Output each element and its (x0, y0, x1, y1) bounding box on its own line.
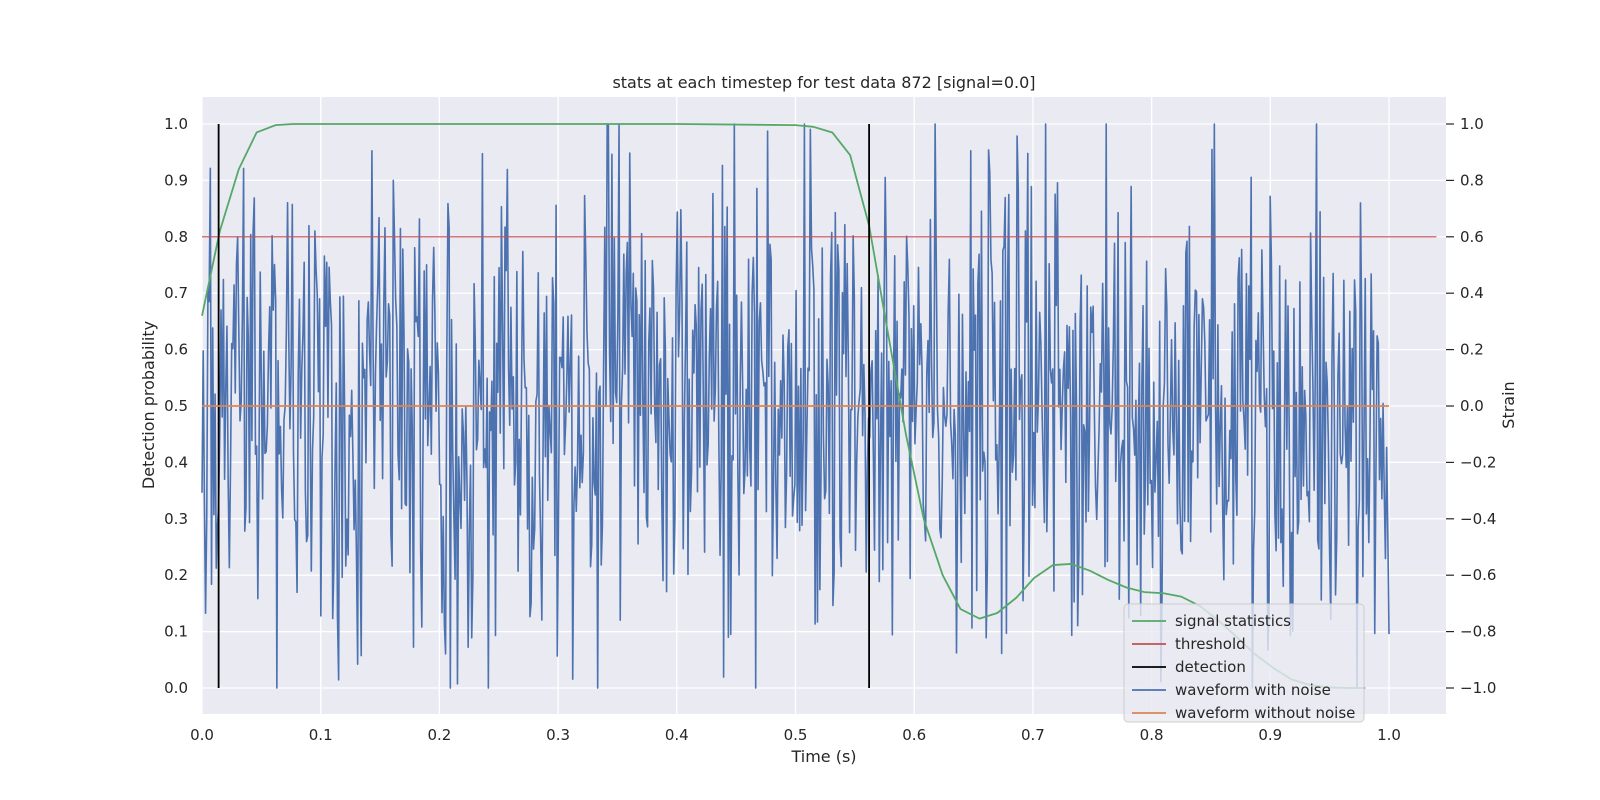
chart-title: stats at each timestep for test data 872… (612, 73, 1035, 92)
y2-tick-label: 0.4 (1460, 284, 1484, 302)
y-tick-label: 0.8 (164, 228, 188, 246)
x-tick-label: 0.4 (665, 726, 689, 744)
y-tick-label: 0.2 (164, 566, 188, 584)
y2-axis-label: Strain (1499, 381, 1518, 428)
legend-entry-label: detection (1175, 658, 1246, 676)
legend-box (1123, 603, 1365, 723)
y-tick-label: 0.3 (164, 510, 188, 528)
legend-entry-label: signal statistics (1175, 612, 1291, 630)
x-tick-label: 1.0 (1377, 726, 1401, 744)
y-tick-label: 0.5 (164, 397, 188, 415)
x-tick-label: 0.9 (1258, 726, 1282, 744)
y2-tick-label: 0.6 (1460, 228, 1484, 246)
y2-tick-label: 1.0 (1460, 115, 1484, 133)
y2-tick-label: 0.0 (1460, 397, 1484, 415)
y2-tick-label: −0.8 (1460, 623, 1496, 641)
y2-tick-label: −0.2 (1460, 453, 1496, 471)
legend-entry-label: waveform with noise (1175, 681, 1331, 699)
tick-labels: 0.0 0.1 0.2 0.3 0.4 0.5 0.6 0.7 0.8 0.9 1.0 0.0 0.1 0… (164, 115, 1496, 744)
x-tick-label: 0.7 (1021, 726, 1045, 744)
y-tick-label: 0.1 (164, 623, 188, 641)
y2-tick-label: −0.6 (1460, 566, 1496, 584)
waveform-with-noise-line (201, 123, 1390, 689)
x-tick-label: 0.2 (427, 726, 451, 744)
y2-tick-label: 0.8 (1460, 171, 1484, 189)
x-tick-label: 0.0 (190, 726, 214, 744)
x-tick-label: 0.8 (1140, 726, 1164, 744)
y-axis-label: Detection probability (139, 321, 158, 489)
y2-tick-label: −0.4 (1460, 510, 1496, 528)
x-axis-label: Time (s) (790, 747, 856, 766)
legend-entry-label: threshold (1175, 635, 1246, 653)
y-tick-label: 0.7 (164, 284, 188, 302)
x-tick-label: 0.6 (902, 726, 926, 744)
y-tick-label: 0.6 (164, 341, 188, 359)
y2-tick-label: 0.2 (1460, 341, 1484, 359)
legend: signal statistics threshold detection wavef… (1123, 603, 1365, 723)
y-tick-label: 0.4 (164, 453, 188, 471)
y-tick-label: 0.9 (164, 171, 188, 189)
y-tick-label: 1.0 (164, 115, 188, 133)
y-tick-label: 0.0 (164, 679, 188, 697)
legend-entry-label: waveform without noise (1175, 704, 1355, 722)
x-tick-label: 0.3 (546, 726, 570, 744)
x-tick-label: 0.1 (309, 726, 333, 744)
x-tick-label: 0.5 (784, 726, 808, 744)
y2-tick-label: −1.0 (1460, 679, 1496, 697)
